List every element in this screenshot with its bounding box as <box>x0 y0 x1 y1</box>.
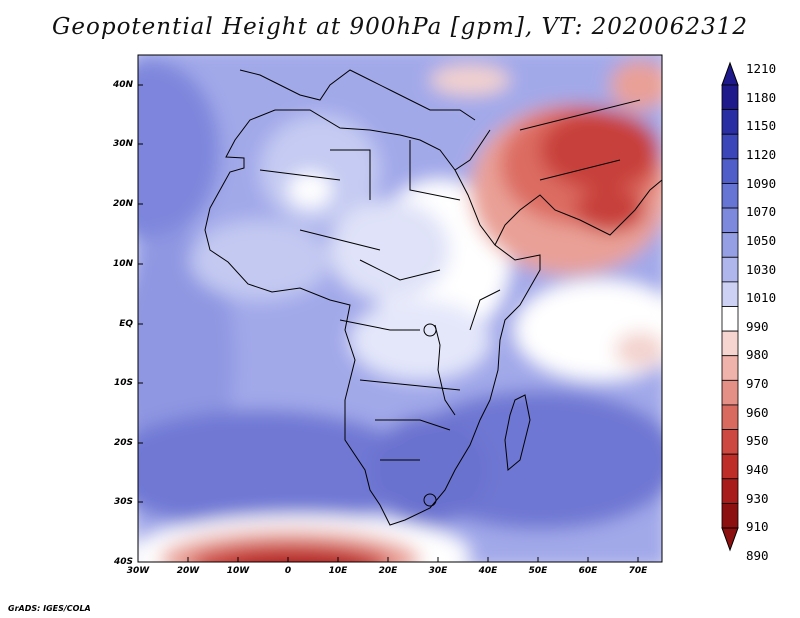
lon-label-40e: 40E <box>478 566 498 576</box>
colorbar-label: 960 <box>746 404 769 420</box>
colorbar-swatch <box>721 453 739 480</box>
lat-label-40n: 40N <box>112 80 133 90</box>
chart-title: Geopotential Height at 900hPa [gpm], VT:… <box>52 14 748 40</box>
colorbar-swatch <box>721 207 739 234</box>
contour-field <box>138 55 662 562</box>
lon-label-30w: 30W <box>126 566 150 576</box>
colorbar-swatch <box>721 355 739 381</box>
colorbar-label: 1090 <box>746 175 777 191</box>
colorbar-label: 1030 <box>746 261 777 277</box>
lon-label-20w: 20W <box>176 566 200 576</box>
lon-label-30e: 30E <box>428 566 448 576</box>
colorbar-swatch <box>721 281 739 307</box>
colorbar-min-arrow <box>721 527 739 552</box>
lat-label-eq: EQ <box>119 319 133 329</box>
colorbar-swatch <box>721 330 739 357</box>
colorbar-label: 1150 <box>746 118 777 134</box>
colorbar-swatch <box>721 502 739 529</box>
colorbar-label: 1010 <box>746 290 777 306</box>
colorbar-label: 930 <box>746 490 769 506</box>
lon-label-50e: 50E <box>528 566 548 576</box>
lon-label-70e: 70E <box>628 566 648 576</box>
colorbar-swatch <box>721 256 739 283</box>
colorbar-swatch <box>721 306 739 332</box>
colorbar-label: 1120 <box>746 146 777 162</box>
colorbar-label: 980 <box>746 347 769 363</box>
lat-label-30s: 30S <box>113 497 133 507</box>
colorbar-label: 1180 <box>746 89 777 105</box>
colorbar-label: 1070 <box>746 204 777 220</box>
lon-label-10e: 10E <box>328 566 348 576</box>
colorbar-swatch <box>721 133 739 160</box>
plot-frame <box>137 54 663 563</box>
lat-label-40s: 40S <box>113 557 133 567</box>
lon-label-20e: 20E <box>378 566 398 576</box>
lon-label-0: 0 <box>284 566 292 576</box>
colorbar-swatch <box>721 404 739 430</box>
colorbar-label: 890 <box>746 548 769 563</box>
colorbar-swatch <box>721 183 739 209</box>
colorbar-label: 940 <box>746 462 769 478</box>
lon-label-60e: 60E <box>578 566 598 576</box>
lat-label-20n: 20N <box>112 199 133 209</box>
colorbar-swatch <box>721 232 739 258</box>
colorbar-swatch <box>721 109 739 135</box>
lat-label-10s: 10S <box>113 378 133 388</box>
colorbar-swatch <box>721 478 739 504</box>
colorbar-label: 1210 <box>746 61 777 76</box>
footer-credit: GrADS: IGES/COLA <box>8 604 91 613</box>
lat-label-20s: 20S <box>113 438 133 448</box>
colorbar-label: 970 <box>746 376 769 392</box>
colorbar-swatch <box>721 158 739 184</box>
axis-ticks <box>138 84 639 562</box>
colorbar-label: 1050 <box>746 232 777 248</box>
colorbar-max-arrow <box>721 61 739 86</box>
colorbar-swatch <box>721 84 739 111</box>
lat-label-10n: 10N <box>112 259 133 269</box>
colorbar-label: 910 <box>746 519 769 535</box>
colorbar-label: 990 <box>746 318 769 334</box>
colorbar-swatch <box>721 379 739 406</box>
lon-label-10w: 10W <box>226 566 250 576</box>
colorbar-swatch <box>721 429 739 455</box>
coastlines <box>204 69 662 526</box>
colorbar-label: 950 <box>746 433 769 449</box>
lat-label-30n: 30N <box>112 139 133 149</box>
